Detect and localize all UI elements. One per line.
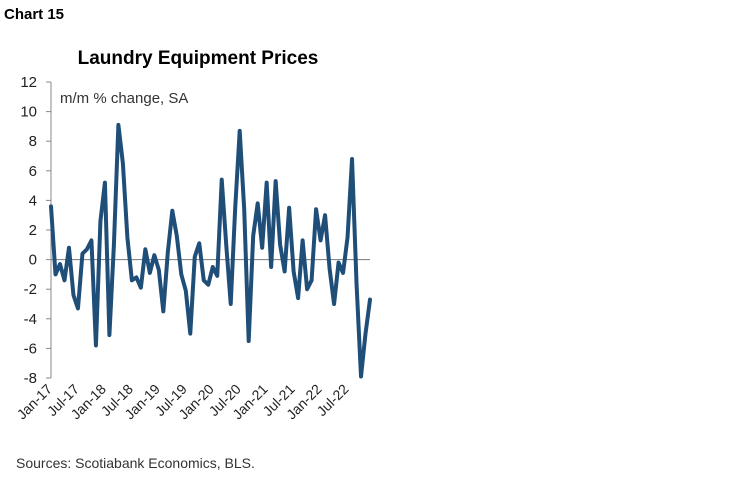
y-tick-label: -6 xyxy=(24,340,37,357)
y-tick-label: 12 xyxy=(20,74,37,91)
chart-title: Laundry Equipment Prices xyxy=(77,48,319,69)
y-axis-unit-label: m/m % change, SA xyxy=(60,90,189,107)
plot-area xyxy=(49,122,372,379)
x-tick-label: Jul-22 xyxy=(313,381,351,419)
y-tick-label: -4 xyxy=(24,311,37,328)
chart-label: Chart 15 xyxy=(4,6,65,23)
series-line xyxy=(49,122,372,379)
y-tick-label: 0 xyxy=(29,252,37,269)
y-tick-label: 2 xyxy=(29,222,37,239)
y-tick-label: 10 xyxy=(20,104,37,121)
y-tick-label: -8 xyxy=(24,370,37,387)
y-tick-label: 4 xyxy=(29,192,37,209)
source-note: Sources: Scotiabank Economics, BLS. xyxy=(16,455,255,471)
y-tick-label: 6 xyxy=(29,163,37,180)
y-axis: 12 10 8 6 4 2 0 -2 -4 -6 -8 xyxy=(20,74,52,387)
y-tick-label: -2 xyxy=(24,281,37,298)
y-tick-label: 8 xyxy=(29,133,37,150)
